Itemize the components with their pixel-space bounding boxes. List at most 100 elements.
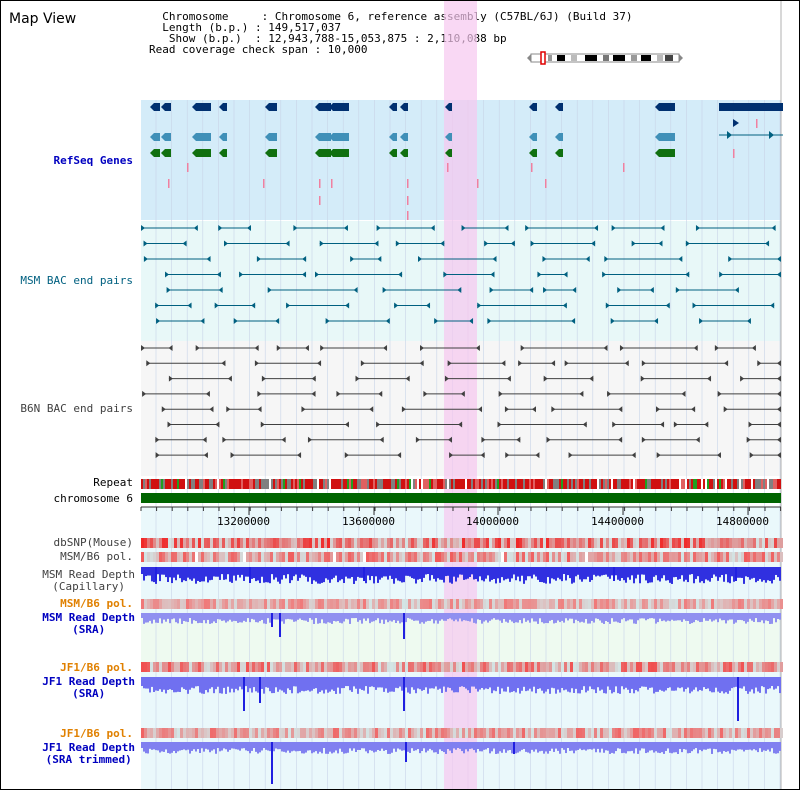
heat-cell — [528, 552, 531, 562]
axis-tick-label: 14800000 — [716, 515, 769, 528]
depth-bar — [339, 567, 341, 581]
repeat-segment — [449, 479, 451, 489]
depth-bar — [445, 613, 447, 621]
heat-cell — [252, 728, 255, 738]
bac-end-arrow — [498, 390, 503, 397]
depth-bar — [179, 567, 181, 579]
heat-cell — [222, 662, 225, 672]
repeat-segment — [561, 479, 563, 489]
bac-end-arrow — [141, 225, 146, 231]
depth-bar — [345, 567, 347, 577]
heat-cell — [147, 728, 150, 738]
repeat-segment — [475, 479, 477, 489]
bac-end-arrow — [480, 452, 485, 459]
heat-cell — [537, 599, 540, 609]
gene-block — [659, 133, 675, 141]
heat-cell — [744, 552, 747, 562]
depth-bar — [391, 613, 393, 622]
bac-end-arrow — [281, 436, 286, 443]
bac-end-arrow — [168, 375, 173, 382]
depth-bar — [753, 677, 755, 694]
repeat-segment — [667, 479, 669, 489]
heat-cell — [291, 552, 294, 562]
bac-end-arrow — [146, 360, 151, 367]
repeat-segment — [731, 479, 733, 489]
depth-bar — [327, 677, 329, 693]
label-b6n-bac: B6N BAC end pairs — [20, 402, 133, 415]
heat-cell — [306, 538, 309, 548]
depth-bar — [349, 677, 351, 691]
depth-bar — [333, 742, 335, 753]
heat-cell — [288, 599, 291, 609]
gene-arrow — [315, 103, 319, 111]
depth-bar — [541, 677, 543, 691]
repeat-segment — [357, 479, 359, 489]
repeat-segment — [415, 479, 417, 489]
selection-highlight[interactable] — [444, 1, 477, 789]
msm-bac-features[interactable] — [141, 225, 781, 324]
depth-bar — [367, 742, 369, 754]
depth-bar — [443, 567, 445, 583]
heat-cell — [321, 538, 324, 548]
depth-bar — [279, 567, 281, 584]
gene-block — [404, 103, 408, 111]
heat-cell — [732, 552, 735, 562]
heat-cell — [441, 599, 444, 609]
heat-cell — [258, 552, 261, 562]
heat-cell — [216, 599, 219, 609]
depth-bar — [751, 742, 753, 751]
heat-cell — [645, 552, 648, 562]
heat-cell — [162, 538, 165, 548]
heat-cell — [618, 552, 621, 562]
refseq-features[interactable] — [150, 103, 783, 220]
depth-bar — [705, 742, 707, 750]
heat-cell — [423, 728, 426, 738]
heat-cell — [246, 599, 249, 609]
heat-cell — [339, 728, 342, 738]
depth-bar — [455, 742, 457, 750]
depth-bar — [421, 742, 423, 752]
chromosome-ideogram[interactable] — [527, 51, 683, 65]
heat-cell — [507, 662, 510, 672]
heat-cell — [375, 552, 378, 562]
heat-cell — [318, 728, 321, 738]
heat-cell — [189, 599, 192, 609]
depth-bar — [659, 742, 661, 754]
gene-arrow — [400, 149, 404, 157]
depth-bar — [349, 613, 351, 624]
depth-bar — [219, 742, 221, 752]
bac-end-arrow — [693, 345, 698, 351]
depth-bar — [415, 742, 417, 751]
snp-mark — [319, 196, 321, 205]
depth-bar — [269, 677, 271, 692]
gene-block — [333, 103, 349, 111]
heat-cell — [552, 662, 555, 672]
depth-bar — [367, 567, 369, 576]
depth-bar — [621, 742, 623, 754]
heat-cell — [165, 599, 168, 609]
depth-bar — [749, 567, 751, 580]
depth-bar — [333, 677, 335, 691]
depth-bar — [689, 567, 691, 575]
depth-bar — [147, 742, 149, 754]
depth-bar — [175, 677, 177, 693]
depth-bar — [315, 677, 317, 689]
b6n-bac-features[interactable] — [141, 345, 781, 459]
depth-bar — [179, 742, 181, 751]
depth-bar — [765, 567, 767, 583]
depth-bar — [637, 567, 639, 575]
heat-cell — [444, 552, 447, 562]
heat-cell — [210, 662, 213, 672]
snp-mark — [545, 179, 547, 188]
depth-bar — [493, 742, 495, 749]
ideogram-position-marker[interactable] — [540, 51, 546, 65]
depth-bar — [585, 567, 587, 580]
depth-bar — [209, 677, 211, 689]
depth-bar — [381, 742, 383, 749]
heat-cell — [483, 728, 486, 738]
heat-cell — [240, 599, 243, 609]
heat-cell — [561, 552, 564, 562]
heat-cell — [555, 552, 558, 562]
heat-cell — [447, 662, 450, 672]
